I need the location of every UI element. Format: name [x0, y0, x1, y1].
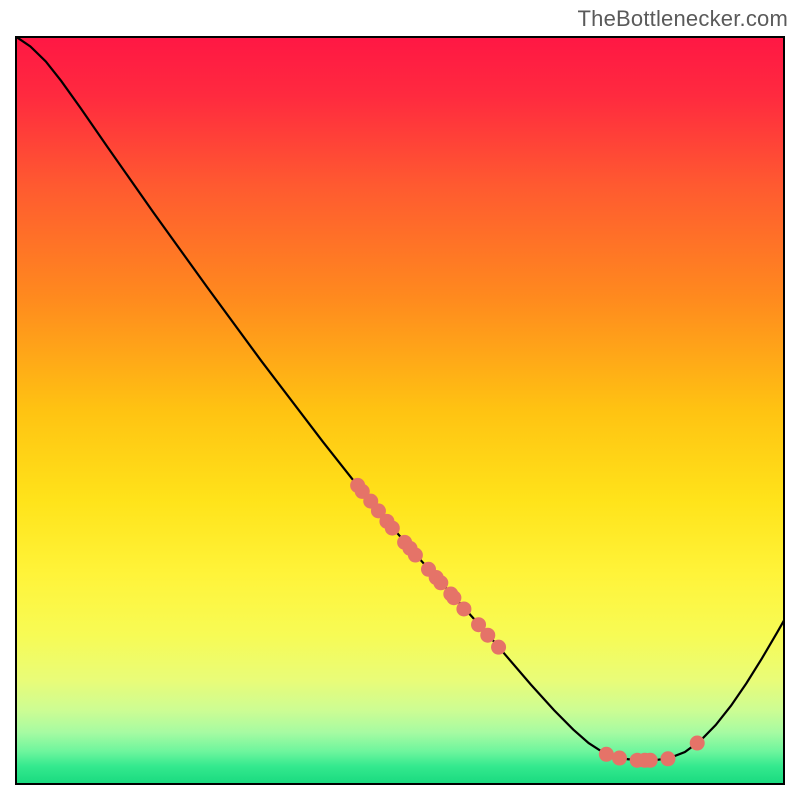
- watermark-text: TheBottlenecker.com: [578, 6, 788, 32]
- plot-area: [15, 36, 785, 785]
- data-marker: [690, 736, 705, 751]
- data-marker: [433, 575, 448, 590]
- chart-root: TheBottlenecker.com: [0, 0, 800, 800]
- data-marker: [385, 521, 400, 536]
- data-marker: [408, 548, 423, 563]
- data-marker: [456, 601, 471, 616]
- data-marker: [599, 747, 614, 762]
- plot-svg: [15, 36, 785, 785]
- marker-group-1: [350, 478, 506, 655]
- data-marker: [446, 590, 461, 605]
- marker-group-2: [599, 736, 705, 768]
- data-marker: [491, 640, 506, 655]
- value-curve: [15, 36, 785, 760]
- data-marker: [480, 628, 495, 643]
- data-marker: [643, 753, 658, 768]
- data-marker: [612, 751, 627, 766]
- data-marker: [660, 751, 675, 766]
